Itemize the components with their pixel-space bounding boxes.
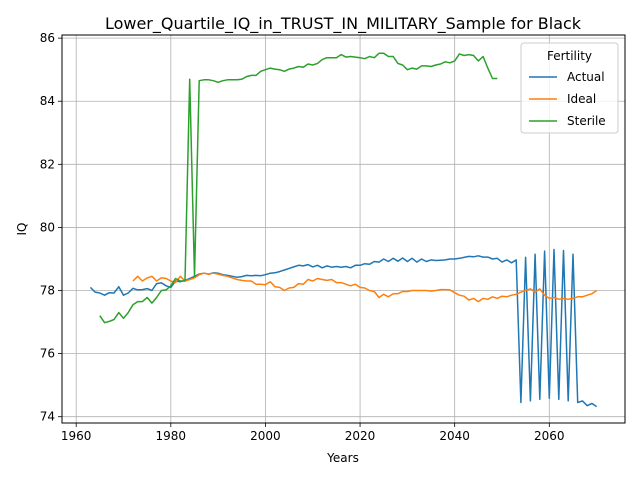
- x-tick-label: 1960: [61, 429, 92, 443]
- y-axis-ticks: 74 76 78 80 82 84 86: [40, 31, 62, 424]
- series-line-ideal: [132, 272, 598, 303]
- x-axis-label: Years: [326, 451, 359, 465]
- legend-label-actual: Actual: [567, 70, 605, 84]
- series-line-sterile: [99, 52, 498, 324]
- legend-box: [520, 42, 619, 134]
- y-axis-label: IQ: [15, 223, 29, 236]
- plot-frame: [61, 34, 626, 424]
- legend: Fertility Actual Ideal Sterile: [520, 42, 619, 134]
- series-lines: [89, 52, 598, 408]
- x-tick-label: 2000: [250, 429, 281, 443]
- legend-label-sterile: Sterile: [567, 114, 606, 128]
- y-tick-label: 82: [40, 157, 55, 171]
- legend-title: Fertility: [547, 49, 592, 63]
- y-tick-label: 78: [40, 284, 55, 298]
- x-tick-label: 2060: [534, 429, 565, 443]
- x-tick-label: 2040: [439, 429, 470, 443]
- x-tick-label: 1980: [156, 429, 187, 443]
- y-tick-label: 84: [40, 94, 55, 108]
- series-line-actual: [89, 248, 598, 408]
- y-tick-label: 76: [40, 347, 55, 361]
- x-tick-label: 2020: [345, 429, 376, 443]
- chart-title: Lower_Quartile_IQ_in_TRUST_IN_MILITARY_S…: [105, 14, 582, 34]
- x-axis-ticks: 1960 1980 2000 2020 2040 2060: [61, 423, 565, 443]
- legend-items: Actual Ideal Sterile: [529, 70, 606, 128]
- legend-label-ideal: Ideal: [567, 92, 596, 106]
- y-tick-label: 74: [40, 410, 55, 424]
- y-tick-label: 86: [40, 31, 55, 45]
- y-tick-label: 80: [40, 220, 55, 234]
